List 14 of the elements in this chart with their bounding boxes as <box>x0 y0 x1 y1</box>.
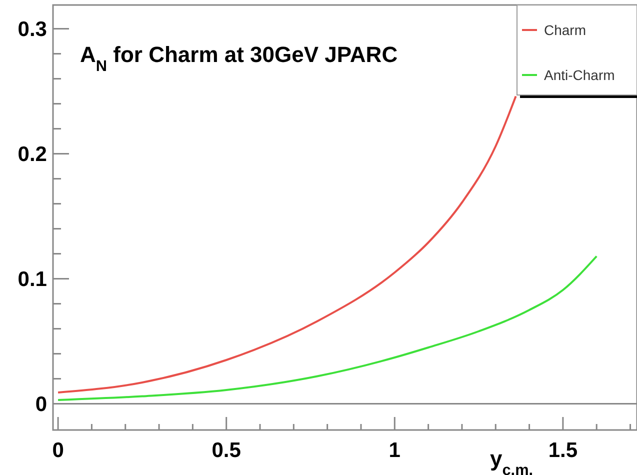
x-tick-label: 0.5 <box>212 439 242 462</box>
y-tick-label: 0.2 <box>18 142 47 166</box>
x-tick-label: 0 <box>52 439 64 462</box>
legend-label: Anti-Charm <box>544 67 615 83</box>
y-tick-label: 0 <box>35 392 47 416</box>
x-tick-label: 1 <box>388 439 401 462</box>
y-tick-label: 0.3 <box>18 18 47 41</box>
line-series <box>57 255 598 401</box>
y-tick-label: 0.1 <box>18 268 48 291</box>
x-axis-title: y$_{c.m.}$ <box>490 446 534 475</box>
legend-label: Charm <box>544 22 586 38</box>
line-series <box>57 95 517 394</box>
text: A$_{N}$ for Charm at 30GeV JPARC <box>80 42 398 74</box>
x-tick-label: 1.5 <box>548 439 578 462</box>
